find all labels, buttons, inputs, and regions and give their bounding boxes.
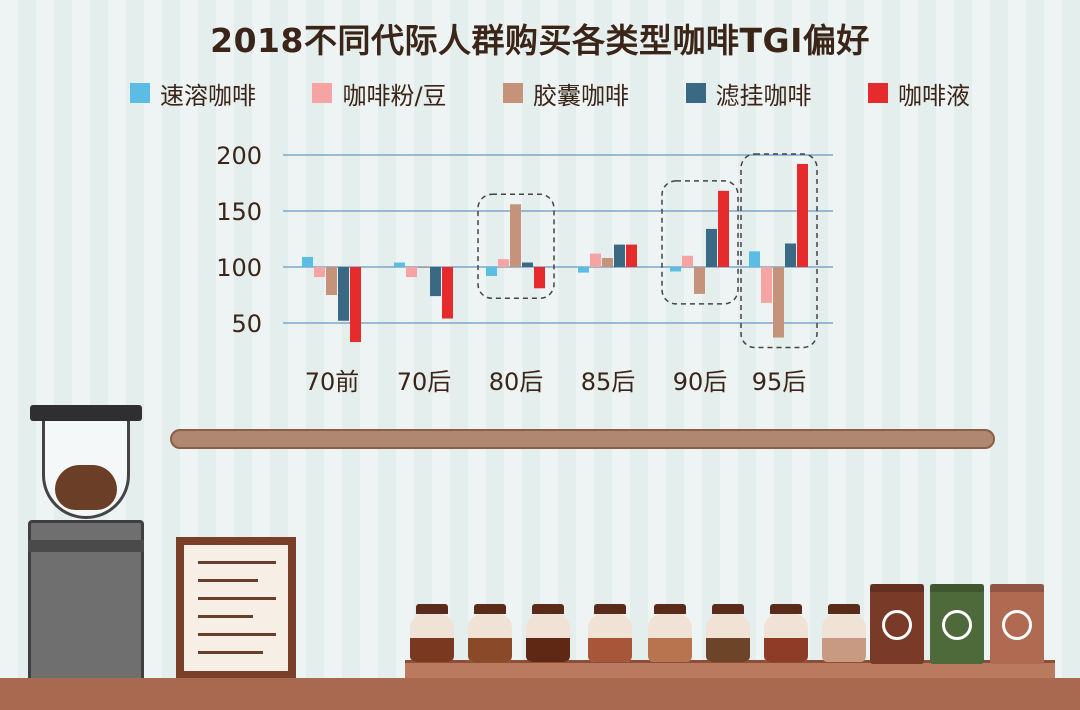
y-tick-label: 100 (216, 254, 262, 282)
bar (706, 228, 717, 267)
legend-label: 胶囊咖啡 (533, 81, 630, 110)
x-tick-label: 85后 (581, 368, 636, 396)
coffee-bag (990, 584, 1044, 664)
coffee-jar (588, 604, 632, 662)
bar (394, 262, 405, 267)
shelf-divider (170, 429, 995, 449)
legend-item: 速溶咖啡 (130, 76, 256, 111)
highlight-box (477, 193, 555, 300)
bar (442, 267, 453, 319)
x-tick-label: 90后 (673, 368, 728, 396)
bar (694, 267, 705, 294)
x-tick-label: 70前 (305, 368, 360, 396)
bar (350, 267, 361, 343)
x-tick-label: 80后 (489, 368, 544, 396)
chart-title: 2018不同代际人群购买各类型咖啡TGI偏好 (210, 21, 870, 60)
bar (302, 256, 313, 267)
bar (486, 267, 497, 276)
legend-label: 滤挂咖啡 (715, 81, 812, 110)
legend-label: 咖啡粉/豆 (342, 81, 447, 110)
bar (338, 267, 349, 321)
bar (498, 259, 509, 267)
bar (418, 267, 429, 268)
legend-label: 速溶咖啡 (160, 81, 256, 110)
coffee-jar (822, 604, 866, 662)
y-tick-label: 50 (231, 310, 262, 338)
coffee-bean-icon (882, 610, 912, 640)
legend-swatch (312, 83, 333, 103)
legend-item: 胶囊咖啡 (503, 76, 629, 111)
legend-swatch (685, 83, 706, 103)
coffee-bean-icon (942, 610, 972, 640)
coffee-grounds (55, 465, 117, 510)
coffee-bean-icon (1002, 610, 1032, 640)
bar (797, 163, 808, 267)
chart-legend: 速溶咖啡 咖啡粉/豆 胶囊咖啡 滤挂咖啡 咖啡液 (130, 76, 970, 110)
bar (602, 258, 613, 267)
coffee-jar (648, 604, 692, 662)
x-tick-label: 70后 (397, 368, 452, 396)
coffee-bag (870, 584, 924, 664)
y-tick-label: 200 (216, 142, 262, 170)
legend-swatch (867, 83, 888, 103)
y-tick-label: 150 (216, 198, 262, 226)
bar (626, 244, 637, 267)
bar (578, 267, 589, 273)
coffee-jar (468, 604, 512, 662)
menu-board (176, 537, 296, 679)
legend-item: 滤挂咖啡 (685, 76, 812, 111)
x-tick-label: 95后 (752, 368, 807, 396)
bar (406, 267, 417, 278)
grinder-lid (30, 405, 142, 421)
bar (614, 244, 625, 267)
coffee-bag (930, 584, 984, 664)
legend-item: 咖啡液 (867, 76, 970, 111)
grinder-band (28, 540, 144, 552)
bar (682, 255, 693, 267)
legend-label: 咖啡液 (897, 81, 970, 110)
bar (522, 262, 533, 267)
coffee-jar (410, 604, 454, 662)
coffee-jar (526, 604, 570, 662)
bar (773, 267, 784, 338)
bar (510, 204, 521, 267)
bar (718, 190, 729, 267)
highlight-box (661, 180, 739, 305)
bar (761, 267, 772, 303)
bar (534, 267, 545, 289)
legend-swatch (503, 83, 524, 103)
bar (785, 243, 796, 267)
coffee-jar (764, 604, 808, 662)
bar (430, 267, 441, 297)
bar (314, 267, 325, 278)
bar (326, 267, 337, 295)
bar (749, 251, 760, 267)
counter (0, 678, 1080, 710)
bar (670, 267, 681, 272)
highlight-box (740, 153, 818, 349)
bar (590, 253, 601, 267)
legend-item: 咖啡粉/豆 (312, 76, 447, 111)
coffee-jar (706, 604, 750, 662)
legend-swatch (130, 83, 150, 103)
